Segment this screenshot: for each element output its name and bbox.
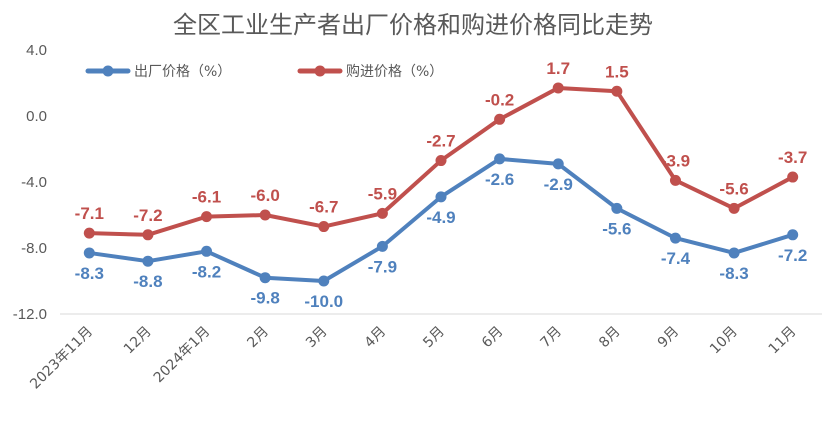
data-label: -3.7 bbox=[778, 148, 807, 167]
data-point bbox=[552, 158, 564, 170]
data-point bbox=[435, 155, 447, 167]
x-tick-label: 2023年11月 bbox=[27, 324, 96, 393]
plot-area: -8.3 -8.8 -8.2 -9.8 -10.0 -7.9 -4.9 -2.6 -2.9 -5.… bbox=[75, 59, 808, 311]
y-tick-label: -8.0 bbox=[21, 240, 47, 257]
data-point bbox=[83, 227, 95, 239]
data-point bbox=[494, 113, 506, 125]
data-point bbox=[259, 272, 271, 284]
x-tick-label: 7月 bbox=[538, 324, 566, 352]
data-point bbox=[552, 82, 564, 94]
data-label: -2.6 bbox=[485, 170, 514, 189]
legend-item: 出厂价格（%） bbox=[85, 64, 231, 80]
x-tick-label: 12月 bbox=[121, 324, 155, 358]
x-tick-label: 3月 bbox=[303, 324, 331, 352]
x-tick-label: 2024年1月 bbox=[151, 324, 214, 387]
series-group bbox=[83, 153, 799, 287]
data-label: -9.8 bbox=[251, 289, 280, 308]
data-label: 1.5 bbox=[605, 62, 629, 81]
data-point bbox=[376, 240, 388, 252]
data-label: -0.2 bbox=[485, 90, 514, 109]
data-label: -5.9 bbox=[368, 184, 397, 203]
data-point bbox=[728, 247, 740, 259]
data-label: -6.7 bbox=[309, 198, 338, 217]
data-point bbox=[201, 245, 213, 257]
data-label: -7.1 bbox=[75, 204, 104, 223]
y-tick-label: -4.0 bbox=[21, 174, 47, 191]
legend-dot-marker bbox=[314, 65, 326, 77]
data-label: -5.6 bbox=[602, 219, 631, 238]
data-label: -5.6 bbox=[719, 179, 748, 198]
data-point bbox=[669, 232, 681, 244]
data-point bbox=[201, 211, 213, 223]
data-label: -8.8 bbox=[133, 272, 162, 291]
x-tick-label: 11月 bbox=[766, 324, 800, 358]
x-tick-label: 5月 bbox=[420, 324, 448, 352]
data-label: -3.9 bbox=[661, 151, 690, 170]
data-label: -7.2 bbox=[133, 206, 162, 225]
data-point bbox=[318, 221, 330, 233]
data-label: -7.9 bbox=[368, 257, 397, 276]
data-point bbox=[787, 171, 799, 183]
data-label: -4.9 bbox=[426, 208, 455, 227]
data-label: -7.2 bbox=[778, 246, 807, 265]
data-label: -6.1 bbox=[192, 188, 221, 207]
legend-dot-marker bbox=[102, 65, 114, 77]
series-group bbox=[83, 82, 799, 241]
data-point bbox=[376, 207, 388, 219]
data-point bbox=[83, 247, 95, 259]
y-tick-label: -12.0 bbox=[13, 306, 47, 323]
data-label: -7.4 bbox=[661, 249, 691, 268]
y-tick-label: 4.0 bbox=[26, 42, 47, 59]
x-tick-label: 6月 bbox=[479, 324, 507, 352]
data-point bbox=[728, 202, 740, 214]
data-point bbox=[142, 229, 154, 241]
data-label: -6.0 bbox=[251, 186, 280, 205]
y-tick-label: 0.0 bbox=[26, 108, 47, 125]
data-label: 1.7 bbox=[546, 59, 570, 78]
x-tick-label: 8月 bbox=[596, 324, 624, 352]
data-point bbox=[142, 255, 154, 267]
data-point bbox=[669, 174, 681, 186]
data-label: -2.7 bbox=[426, 132, 455, 151]
data-label: -2.9 bbox=[544, 175, 573, 194]
data-label: -8.2 bbox=[192, 262, 221, 281]
data-point bbox=[611, 85, 623, 97]
chart-title: 全区工业生产者出厂价格和购进价格同比走势 bbox=[173, 11, 653, 39]
data-point bbox=[318, 275, 330, 287]
data-point bbox=[259, 209, 271, 221]
data-label: -8.3 bbox=[719, 264, 748, 283]
data-point bbox=[787, 229, 799, 241]
x-tick-label: 10月 bbox=[707, 324, 741, 358]
data-point bbox=[435, 191, 447, 203]
x-tick-label: 9月 bbox=[655, 324, 683, 352]
chart-legend: 出厂价格（%） 购进价格（%） bbox=[85, 64, 443, 80]
data-point bbox=[494, 153, 506, 165]
data-point bbox=[611, 202, 623, 214]
x-tick-label: 2月 bbox=[244, 324, 272, 352]
legend-item: 购进价格（%） bbox=[297, 64, 443, 80]
legend-label: 购进价格（%） bbox=[346, 64, 443, 80]
data-label: -8.3 bbox=[75, 264, 104, 283]
x-tick-label: 4月 bbox=[362, 324, 390, 352]
legend-label: 出厂价格（%） bbox=[134, 64, 231, 80]
data-label: -10.0 bbox=[304, 292, 343, 311]
